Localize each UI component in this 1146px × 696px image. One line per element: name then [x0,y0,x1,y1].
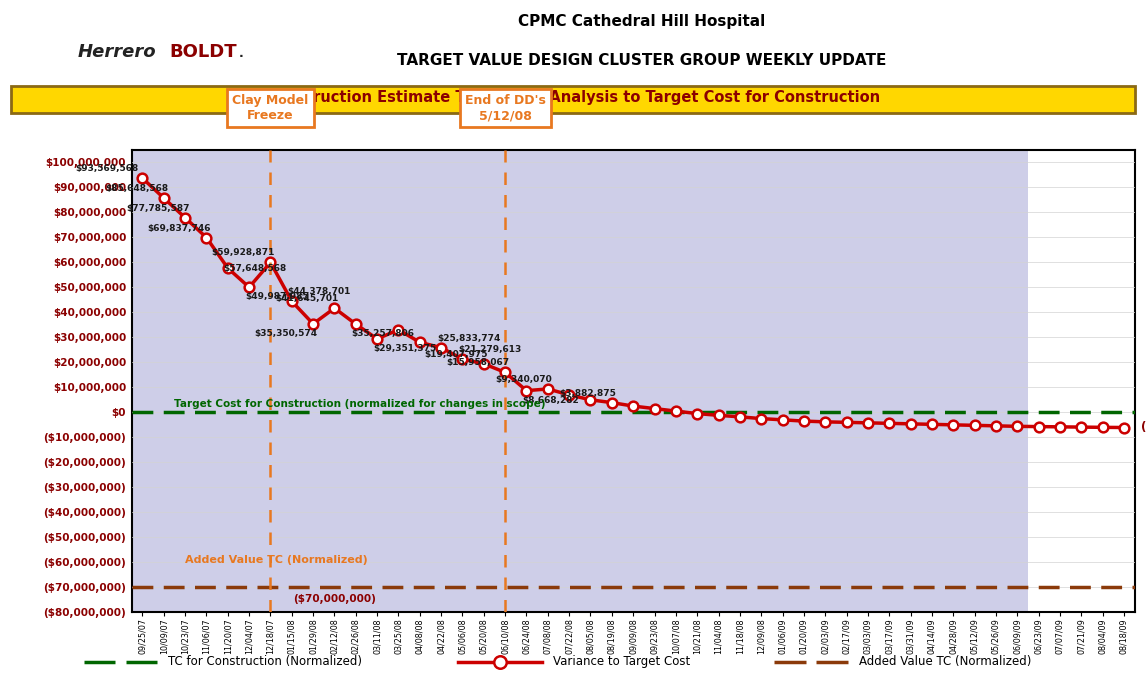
Text: $9,340,070: $9,340,070 [495,375,552,384]
Text: $57,648,568: $57,648,568 [223,264,286,273]
Text: $93,569,568: $93,569,568 [74,164,139,173]
Text: $35,350,574: $35,350,574 [254,329,317,338]
Text: $85,648,568: $85,648,568 [105,184,168,193]
Text: $29,351,375: $29,351,375 [372,344,437,353]
Text: $15,958,067: $15,958,067 [446,358,510,367]
Text: $59,928,871: $59,928,871 [211,248,275,258]
Text: CPMC Cathedral Hill Hospital: CPMC Cathedral Hill Hospital [518,14,766,29]
Text: $77,785,587: $77,785,587 [126,204,189,213]
Text: $8,668,282: $8,668,282 [523,395,579,404]
Text: Construction Estimate Total - Gap Analysis to Target Cost for Construction: Construction Estimate Total - Gap Analys… [266,90,880,105]
Bar [132,150,1028,612]
Text: $19,407,975: $19,407,975 [424,350,488,358]
Text: Clay Model
Freeze: Clay Model Freeze [233,94,308,122]
Text: TARGET VALUE DESIGN CLUSTER GROUP WEEKLY UPDATE: TARGET VALUE DESIGN CLUSTER GROUP WEEKLY… [397,54,887,68]
Text: ($6,065,918): ($6,065,918) [1141,421,1146,434]
Text: Target Cost for Construction (normalized for changes in scope): Target Cost for Construction (normalized… [174,399,545,409]
Text: $35,257,806: $35,257,806 [352,329,415,338]
Text: $49,987,985: $49,987,985 [245,292,308,301]
Text: BOLDT: BOLDT [170,43,237,61]
Text: .: . [238,47,243,61]
Text: End of DD's
5/12/08: End of DD's 5/12/08 [465,94,545,122]
Text: ($70,000,000): ($70,000,000) [293,594,376,603]
Text: $3,882,875: $3,882,875 [559,388,617,397]
Text: TC for Construction (Normalized): TC for Construction (Normalized) [168,656,362,668]
Text: $25,833,774: $25,833,774 [437,333,501,342]
Text: $69,837,746: $69,837,746 [147,223,211,232]
Text: $44,378,701: $44,378,701 [288,287,351,296]
Text: Herrero: Herrero [78,43,157,61]
Text: $21,279,613: $21,279,613 [458,345,521,354]
Text: $41,645,701: $41,645,701 [275,294,339,303]
Bar [11,86,1135,113]
Text: Added Value TC (Normalized): Added Value TC (Normalized) [858,656,1031,668]
Text: Variance to Target Cost: Variance to Target Cost [552,656,690,668]
Text: Added Value TC (Normalized): Added Value TC (Normalized) [186,555,368,565]
